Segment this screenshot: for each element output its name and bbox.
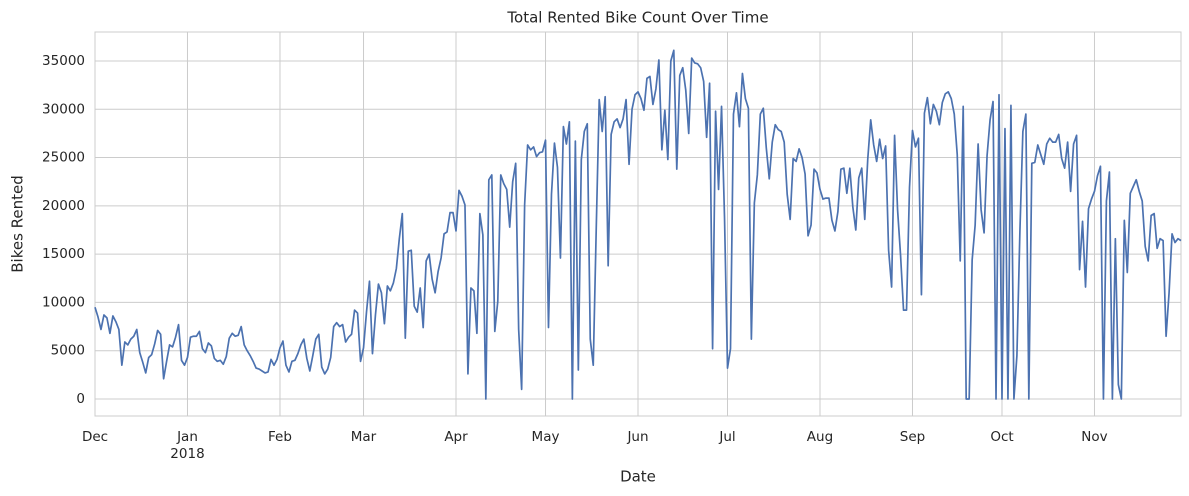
y-tick-label: 0 — [76, 391, 85, 407]
x-tick-label: Sep — [900, 429, 925, 445]
x-tick-label: Nov — [1081, 429, 1107, 445]
y-tick-label: 10000 — [42, 294, 85, 310]
x-tick-label: Dec — [82, 429, 108, 445]
x-tick-label: Oct — [990, 429, 1013, 445]
x-tick-label: Jul — [718, 429, 735, 445]
data-line — [94, 49, 1182, 400]
y-tick-label: 15000 — [42, 246, 85, 262]
x-tick-label: May — [532, 429, 560, 445]
y-axis-label: Bikes Rented — [9, 175, 27, 273]
x-tick-label: Feb — [268, 429, 292, 445]
x-tick-label: Jun — [626, 429, 648, 445]
x-tick-label: Aug — [807, 429, 833, 445]
y-tick-label: 35000 — [42, 53, 85, 69]
x-tick-label: Apr — [444, 429, 468, 445]
chart-title: Total Rented Bike Count Over Time — [506, 9, 768, 27]
y-tick-label: 25000 — [42, 150, 85, 166]
y-tick-label: 20000 — [42, 198, 85, 214]
x-tick-label: Mar — [351, 429, 377, 445]
y-tick-label: 5000 — [51, 343, 85, 359]
x-axis-label: Date — [620, 468, 656, 486]
x-tick-label: Jan 2018 — [170, 429, 204, 462]
y-tick-label: 30000 — [42, 101, 85, 117]
